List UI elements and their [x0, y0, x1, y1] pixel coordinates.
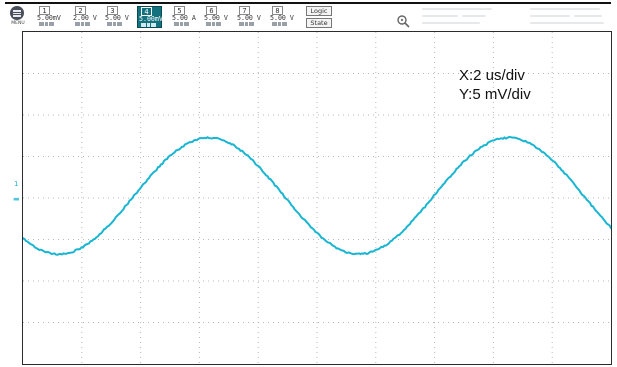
- zoom-button[interactable]: [396, 14, 410, 28]
- coupling-indicator-icon: [272, 22, 288, 27]
- channel-8-button[interactable]: 8 5.00 V: [269, 6, 294, 28]
- coupling-indicator-icon: [239, 22, 255, 27]
- channel-scale: 5.00 V: [270, 14, 294, 22]
- coupling-indicator-icon: [107, 22, 123, 27]
- menu-label: MENU: [3, 21, 33, 26]
- channel-scale: 5.00 V: [204, 14, 228, 22]
- channel-6-button[interactable]: 6 5.00 V: [203, 6, 228, 28]
- channel-scale: 5.00 A: [172, 14, 196, 22]
- magnifier-icon: [396, 14, 410, 28]
- coupling-indicator-icon: [75, 22, 91, 27]
- channel-5-button[interactable]: 5 5.00 A: [171, 6, 196, 28]
- channel-scale: 5.00 V: [237, 14, 261, 22]
- trigger-marker-icon[interactable]: ▬: [13, 196, 20, 203]
- channel-3-button[interactable]: 3 5.00 V: [104, 6, 129, 28]
- toolbar-divider: [5, 2, 611, 4]
- toolbar: MENU 1 5.00mV 2 2.00 V 3 5.00 V 4 5.00mV 5 5.00 A…: [0, 0, 617, 30]
- channel-2-button[interactable]: 2 2.00 V: [72, 6, 97, 28]
- coupling-indicator-icon: [141, 23, 157, 28]
- logic-button[interactable]: Logic: [306, 6, 332, 16]
- scale-annotation: X:2 us/div Y:5 mV/div: [459, 66, 531, 104]
- coupling-indicator-icon: [39, 22, 55, 27]
- channel-4-button[interactable]: 4 5.00mV: [137, 6, 162, 28]
- channel-7-button[interactable]: 7 5.00 V: [236, 6, 261, 28]
- x-scale-label: X:2 us/div: [459, 66, 531, 85]
- coupling-indicator-icon: [206, 22, 222, 27]
- channel-marker[interactable]: 1: [14, 181, 18, 188]
- hamburger-icon: [10, 6, 24, 20]
- y-scale-label: Y:5 mV/div: [459, 85, 531, 104]
- state-button[interactable]: State: [306, 18, 332, 28]
- channel-scale: 2.00 V: [73, 14, 97, 22]
- channel-scale: 5.00 V: [105, 14, 129, 22]
- channel-scale: 5.00mV: [139, 15, 163, 23]
- channel-1-button[interactable]: 1 5.00mV: [36, 6, 61, 28]
- coupling-indicator-icon: [174, 22, 190, 27]
- channel-scale: 5.00mV: [37, 14, 61, 22]
- menu-button[interactable]: MENU: [3, 6, 33, 29]
